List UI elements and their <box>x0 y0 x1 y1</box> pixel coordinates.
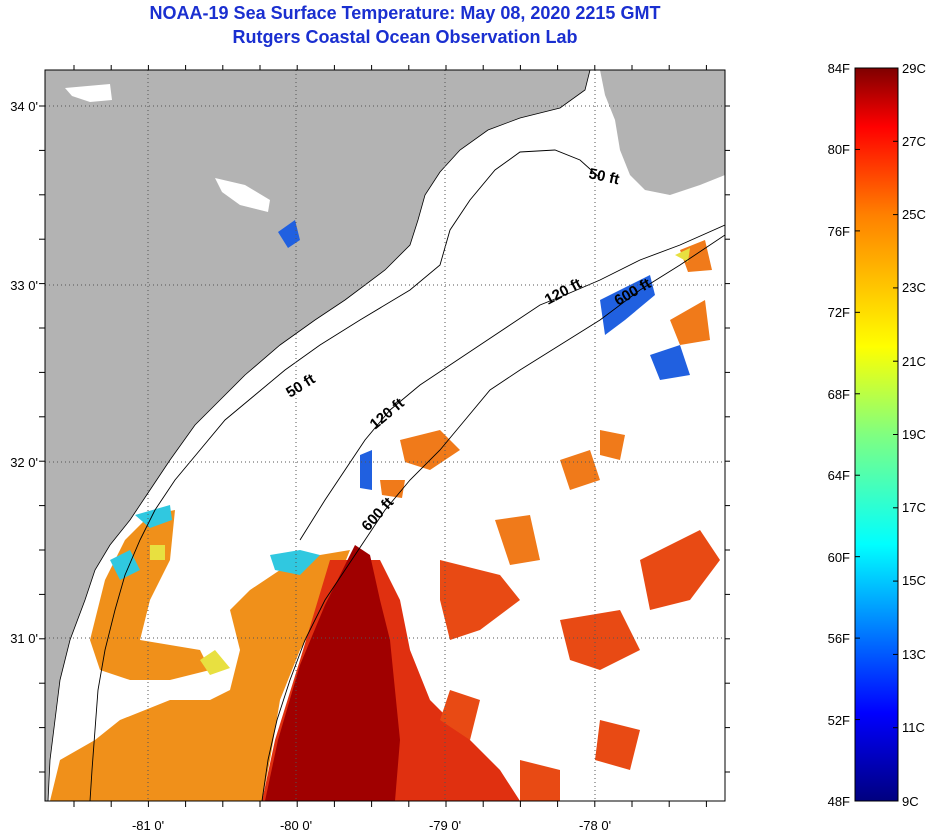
lon-label: -78 0' <box>579 818 611 832</box>
colorbar-c-label: 11C <box>902 720 925 735</box>
isobath-label: 50 ft <box>587 165 621 188</box>
sst-warm-core <box>265 545 400 801</box>
colorbar-c-label: 27C <box>902 134 926 149</box>
land-mass <box>45 70 590 801</box>
colorbar-c-label: 13C <box>902 647 926 662</box>
colorbar-f-label: 72F <box>828 305 850 320</box>
lon-label: -79 0' <box>429 818 461 832</box>
graticule <box>45 70 725 801</box>
colorbar-f-label: 76F <box>828 224 850 239</box>
colorbar-c-label: 25C <box>902 207 926 222</box>
colorbar-c-label: 23C <box>902 280 926 295</box>
chart-subtitle: Rutgers Coastal Ocean Observation Lab <box>232 27 578 47</box>
axis-ticks <box>39 65 730 807</box>
lat-label: 31 0' <box>10 631 38 646</box>
colorbar-c-label: 9C <box>902 794 919 809</box>
sst-orange-south <box>50 550 350 801</box>
sst-cyan-patches <box>110 505 320 580</box>
sst-orange-coastal <box>90 510 210 680</box>
colorbar-c-label: 17C <box>902 500 926 515</box>
isobath-120ft <box>299 224 725 541</box>
lat-label: 34 0' <box>10 99 38 114</box>
colorbar-f-label: 64F <box>828 468 850 483</box>
colorbar-c-label: 15C <box>902 573 926 588</box>
colorbar <box>854 67 899 802</box>
lat-label: 32 0' <box>10 455 38 470</box>
colorbar-ticks <box>855 67 898 802</box>
colorbar-f-label: 52F <box>828 713 850 728</box>
map-frame <box>44 69 726 802</box>
lon-label: -81 0' <box>132 818 164 832</box>
colorbar-f-label: 68F <box>828 387 850 402</box>
colorbar-f-label: 80F <box>828 142 850 157</box>
inland-water <box>65 84 112 102</box>
lat-label: 33 0' <box>10 278 38 293</box>
coastline <box>47 70 591 801</box>
colorbar-f-label: 84F <box>828 61 850 76</box>
colorbar-c-label: 29C <box>902 61 926 76</box>
colorbar-f-label: 48F <box>828 794 850 809</box>
chart-title: NOAA-19 Sea Surface Temperature: May 08,… <box>149 3 661 23</box>
lon-label: -80 0' <box>280 818 312 832</box>
isobath-600ft <box>261 234 725 801</box>
colorbar-c-label: 19C <box>902 427 926 442</box>
land-small-ne <box>600 70 725 195</box>
colorbar-f-label: 60F <box>828 550 850 565</box>
isobath-50ft <box>89 149 601 801</box>
colorbar-f-label: 56F <box>828 631 850 646</box>
sst-warm-patches <box>440 530 720 801</box>
inland-water <box>215 178 270 212</box>
colorbar-c-label: 21C <box>902 354 926 369</box>
